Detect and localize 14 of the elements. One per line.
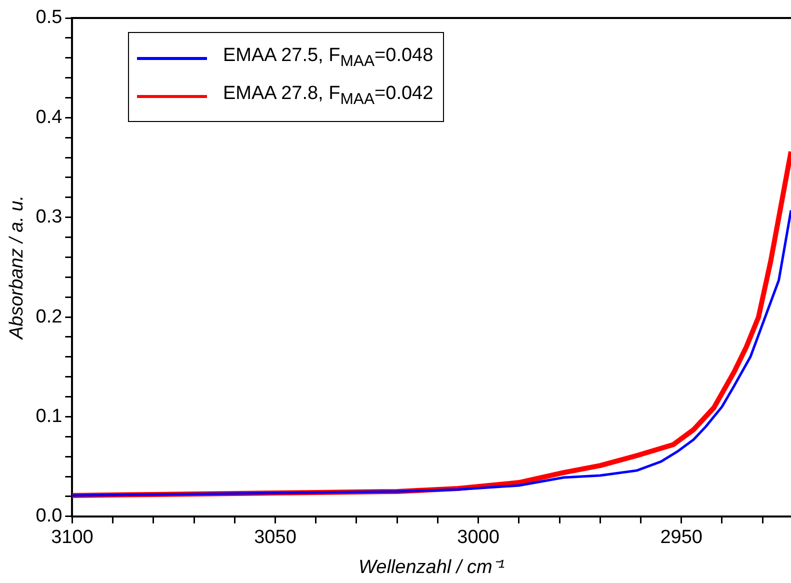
x-tick-label: 3100 bbox=[51, 527, 94, 548]
y-tick-label: 0.5 bbox=[36, 7, 62, 28]
x-axis-title: Wellenzahl / cm⁻¹ bbox=[358, 556, 505, 578]
y-tick-label: 0.0 bbox=[36, 506, 62, 527]
x-tick-label: 3050 bbox=[254, 527, 296, 548]
x-tick-label: 3000 bbox=[457, 527, 500, 548]
y-tick-label: 0.1 bbox=[36, 406, 62, 427]
legend-label: EMAA 27.8, F$_{MAA}$=0.042 bbox=[223, 83, 434, 109]
y-tick-label: 0.3 bbox=[36, 206, 62, 228]
x-tick-label: 2950 bbox=[660, 527, 702, 548]
y-tick-label: 0.2 bbox=[36, 306, 62, 328]
y-axis-title: Absorbanz / a. u. bbox=[6, 195, 28, 340]
legend-label: EMAA 27.5, F$_{MAA}$=0.048 bbox=[223, 45, 434, 71]
y-tick-label: 0.4 bbox=[36, 106, 63, 128]
